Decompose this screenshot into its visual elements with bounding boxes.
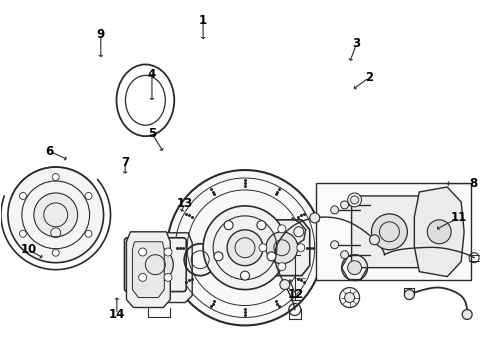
Circle shape (139, 273, 146, 281)
Circle shape (203, 206, 286, 289)
Circle shape (347, 193, 361, 207)
Text: 9: 9 (97, 28, 105, 41)
Circle shape (85, 193, 92, 199)
Circle shape (347, 261, 361, 275)
Circle shape (214, 252, 223, 261)
Circle shape (340, 201, 348, 209)
Text: 6: 6 (45, 145, 54, 158)
Text: 1: 1 (199, 14, 207, 27)
Circle shape (167, 170, 322, 325)
Polygon shape (413, 187, 463, 276)
Circle shape (277, 263, 285, 271)
Circle shape (330, 241, 338, 249)
Text: 3: 3 (352, 37, 360, 50)
Circle shape (240, 271, 249, 280)
Circle shape (309, 213, 319, 223)
Circle shape (34, 193, 78, 237)
Circle shape (139, 248, 146, 256)
Circle shape (344, 293, 354, 302)
Circle shape (259, 244, 266, 252)
Circle shape (369, 235, 379, 245)
Circle shape (404, 289, 413, 300)
Text: 8: 8 (468, 177, 477, 190)
Circle shape (265, 232, 297, 264)
Circle shape (20, 193, 26, 199)
Circle shape (85, 230, 92, 237)
Circle shape (277, 225, 285, 233)
Polygon shape (132, 242, 164, 298)
Circle shape (340, 251, 348, 259)
Circle shape (371, 214, 407, 250)
Circle shape (163, 273, 172, 281)
Circle shape (163, 248, 172, 256)
FancyBboxPatch shape (124, 238, 186, 292)
Text: 5: 5 (147, 127, 156, 140)
Circle shape (52, 174, 59, 180)
Circle shape (427, 220, 450, 244)
Circle shape (226, 230, 263, 266)
Circle shape (279, 280, 289, 289)
Polygon shape (148, 233, 192, 302)
Polygon shape (126, 232, 170, 307)
Text: 2: 2 (364, 71, 372, 84)
Text: 7: 7 (121, 156, 129, 168)
Text: 4: 4 (147, 68, 156, 81)
Circle shape (461, 310, 471, 319)
Circle shape (266, 252, 275, 261)
Text: 12: 12 (287, 288, 303, 301)
Circle shape (256, 221, 265, 230)
Text: 11: 11 (450, 211, 466, 224)
Circle shape (330, 206, 338, 214)
Text: 10: 10 (21, 243, 37, 256)
Circle shape (224, 221, 233, 230)
Circle shape (296, 244, 304, 252)
Circle shape (137, 247, 173, 283)
Circle shape (8, 167, 103, 263)
Text: 14: 14 (108, 308, 125, 321)
FancyBboxPatch shape (351, 196, 427, 268)
Text: 13: 13 (177, 197, 193, 210)
Polygon shape (253, 220, 309, 276)
Bar (315, 183, 470, 280)
Circle shape (52, 249, 59, 256)
Circle shape (20, 230, 26, 237)
